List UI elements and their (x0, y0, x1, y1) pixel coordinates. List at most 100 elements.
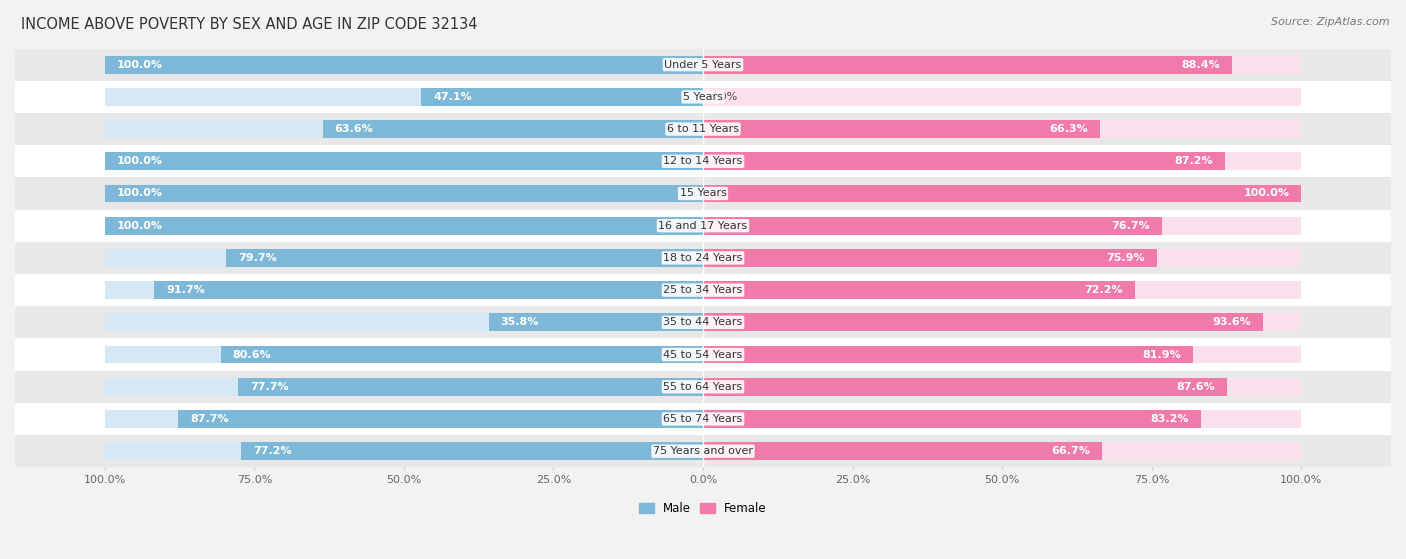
Bar (703, 410, 1302, 428)
Text: 80.6%: 80.6% (233, 349, 271, 359)
Bar (221, 345, 703, 363)
Text: 12 to 14 Years: 12 to 14 Years (664, 157, 742, 166)
Bar (15, 177, 1391, 210)
Bar (104, 56, 703, 73)
Bar (703, 442, 1302, 460)
Bar (703, 120, 1302, 138)
Text: 5 Years: 5 Years (683, 92, 723, 102)
Bar (179, 410, 703, 428)
Bar (104, 153, 703, 170)
Bar (703, 153, 1302, 170)
Text: 65 to 74 Years: 65 to 74 Years (664, 414, 742, 424)
Bar (703, 249, 1302, 267)
Bar (15, 403, 1391, 435)
Text: 55 to 64 Years: 55 to 64 Years (664, 382, 742, 392)
Bar (15, 435, 1391, 467)
Text: 93.6%: 93.6% (1212, 318, 1251, 328)
Text: 47.1%: 47.1% (433, 92, 472, 102)
Text: 72.2%: 72.2% (1084, 285, 1123, 295)
Bar (104, 153, 703, 170)
Bar (242, 442, 703, 460)
Text: 0.0%: 0.0% (709, 92, 737, 102)
Text: 15 Years: 15 Years (679, 188, 727, 198)
Bar (104, 249, 703, 267)
Bar (15, 49, 1391, 80)
Text: 66.3%: 66.3% (1049, 124, 1088, 134)
Text: 66.7%: 66.7% (1052, 446, 1090, 456)
Bar (104, 184, 703, 202)
Bar (703, 184, 1302, 202)
Bar (703, 217, 1161, 235)
Bar (15, 113, 1391, 145)
Text: 87.2%: 87.2% (1174, 157, 1213, 166)
Bar (104, 88, 703, 106)
Bar (703, 56, 1302, 73)
Bar (15, 338, 1391, 371)
Bar (15, 210, 1391, 242)
Bar (104, 217, 703, 235)
Bar (703, 88, 1302, 106)
Bar (155, 281, 703, 299)
Bar (703, 249, 1157, 267)
Text: 87.6%: 87.6% (1177, 382, 1215, 392)
Text: 83.2%: 83.2% (1150, 414, 1189, 424)
Text: 75 Years and over: 75 Years and over (652, 446, 754, 456)
Bar (703, 153, 1225, 170)
Text: 81.9%: 81.9% (1142, 349, 1181, 359)
Bar (15, 242, 1391, 274)
Bar (703, 314, 1302, 331)
Bar (703, 345, 1302, 363)
Text: Source: ZipAtlas.com: Source: ZipAtlas.com (1271, 17, 1389, 27)
Bar (104, 217, 703, 235)
Bar (15, 371, 1391, 403)
Text: 35.8%: 35.8% (501, 318, 538, 328)
Bar (104, 442, 703, 460)
Bar (238, 378, 703, 396)
Text: 91.7%: 91.7% (166, 285, 205, 295)
Bar (703, 217, 1302, 235)
Bar (15, 306, 1391, 338)
Bar (104, 314, 703, 331)
Text: 100.0%: 100.0% (117, 188, 163, 198)
Text: 77.7%: 77.7% (250, 382, 288, 392)
Bar (422, 88, 703, 106)
Text: 100.0%: 100.0% (117, 60, 163, 70)
Bar (104, 281, 703, 299)
Text: 76.7%: 76.7% (1111, 221, 1150, 231)
Bar (15, 145, 1391, 177)
Text: 100.0%: 100.0% (1243, 188, 1289, 198)
Bar (104, 56, 703, 73)
Bar (15, 80, 1391, 113)
Bar (703, 410, 1201, 428)
Text: 18 to 24 Years: 18 to 24 Years (664, 253, 742, 263)
Bar (104, 410, 703, 428)
Text: 88.4%: 88.4% (1181, 60, 1220, 70)
Bar (703, 56, 1232, 73)
Text: INCOME ABOVE POVERTY BY SEX AND AGE IN ZIP CODE 32134: INCOME ABOVE POVERTY BY SEX AND AGE IN Z… (21, 17, 478, 32)
Bar (104, 378, 703, 396)
Text: 45 to 54 Years: 45 to 54 Years (664, 349, 742, 359)
Bar (703, 442, 1102, 460)
Text: 77.2%: 77.2% (253, 446, 291, 456)
Legend: Male, Female: Male, Female (634, 498, 772, 520)
Bar (104, 120, 703, 138)
Bar (703, 314, 1263, 331)
Bar (703, 281, 1135, 299)
Bar (15, 274, 1391, 306)
Text: 25 to 34 Years: 25 to 34 Years (664, 285, 742, 295)
Bar (703, 281, 1302, 299)
Bar (226, 249, 703, 267)
Bar (104, 345, 703, 363)
Bar (322, 120, 703, 138)
Bar (703, 120, 1099, 138)
Text: 63.6%: 63.6% (335, 124, 373, 134)
Bar (703, 378, 1302, 396)
Bar (703, 345, 1192, 363)
Text: 79.7%: 79.7% (238, 253, 277, 263)
Text: 75.9%: 75.9% (1107, 253, 1144, 263)
Text: 35 to 44 Years: 35 to 44 Years (664, 318, 742, 328)
Bar (104, 184, 703, 202)
Text: 6 to 11 Years: 6 to 11 Years (666, 124, 740, 134)
Text: 100.0%: 100.0% (117, 221, 163, 231)
Bar (703, 378, 1227, 396)
